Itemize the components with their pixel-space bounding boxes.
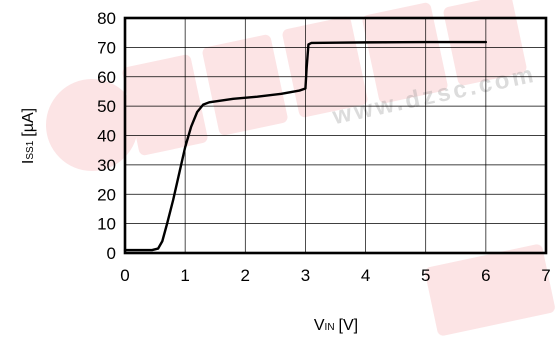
x-axis-title: VIN [V] xyxy=(314,317,358,334)
grid xyxy=(125,18,546,253)
y-tick-label: 0 xyxy=(107,244,116,263)
x-tick-label: 6 xyxy=(481,266,490,285)
y-tick-label: 50 xyxy=(97,97,116,116)
y-axis-title-symbol: I xyxy=(20,160,37,164)
y-tick-label: 30 xyxy=(97,156,116,175)
x-axis-title-unit: [V] xyxy=(339,317,359,334)
watermark xyxy=(46,0,555,336)
x-tick-label: 1 xyxy=(180,266,189,285)
x-tick-label: 0 xyxy=(120,266,129,285)
x-tick-label: 3 xyxy=(301,266,310,285)
y-tick-label: 70 xyxy=(97,38,116,57)
y-tick-label: 40 xyxy=(97,127,116,146)
watermark-glyph-1 xyxy=(122,54,208,156)
y-axis-title-unit: [µA] xyxy=(20,108,37,137)
y-tick-label: 60 xyxy=(97,68,116,87)
plot-frame xyxy=(123,16,548,255)
y-axis-title-subscript: SS1 xyxy=(25,140,36,159)
y-tick-label: 80 xyxy=(97,9,116,28)
x-tick-label: 2 xyxy=(241,266,250,285)
x-axis-title-symbol: V xyxy=(314,317,325,334)
series-line-0 xyxy=(123,40,488,252)
x-axis-ticks: 0 1 2 3 4 5 6 7 xyxy=(120,266,550,285)
y-axis-ticks: 0 10 20 30 40 50 60 70 80 xyxy=(97,9,116,263)
x-tick-label: 4 xyxy=(361,266,370,285)
series-layer xyxy=(123,40,488,252)
y-tick-label: 20 xyxy=(97,185,116,204)
watermark-seal xyxy=(46,79,138,171)
x-tick-label: 5 xyxy=(421,266,430,285)
watermark-glyph-4 xyxy=(362,2,448,104)
x-axis-title-subscript: IN xyxy=(325,322,335,333)
x-tick-label: 7 xyxy=(541,266,550,285)
y-axis-title: ISS1 [µA] xyxy=(20,108,37,164)
watermark-glyph-6 xyxy=(425,244,555,336)
y-tick-label: 10 xyxy=(97,215,116,234)
